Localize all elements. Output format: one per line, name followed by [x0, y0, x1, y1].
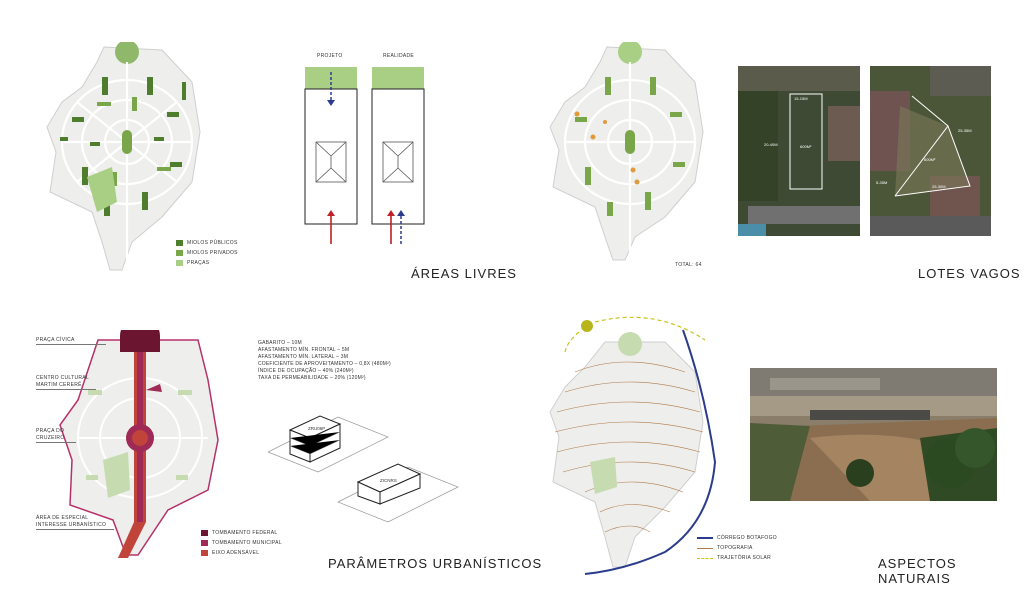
- callout-praca-civica: PRAÇA CÍVICA: [36, 337, 106, 345]
- legend-item: MIOLOS PÚBLICOS: [176, 238, 238, 248]
- legend-label: TRAJETÓRIA SOLAR: [717, 555, 771, 561]
- param-afastamento-lateral: AFASTAMENTO MÍN. LATERAL – 3M: [258, 354, 349, 360]
- legend-item: TOMBAMENTO FEDERAL: [201, 528, 282, 538]
- legend-label: TOPOGRAFIA: [717, 545, 753, 551]
- parametros-legend: TOMBAMENTO FEDERAL TOMBAMENTO MUNICIPAL …: [201, 528, 282, 558]
- legend-item: EIXO ADENSÁVEL: [201, 548, 282, 558]
- legend-label: MIOLOS PÚBLICOS: [187, 240, 238, 246]
- realidade-label: REALIDADE: [383, 53, 415, 59]
- legend-item: TRAJETÓRIA SOLAR: [697, 553, 777, 563]
- param-coeficiente: COEFICIENTE DE APROVEITAMENTO – 0,8X (48…: [258, 361, 391, 367]
- areas-livres-legend: MIOLOS PÚBLICOS MIOLOS PRIVADOS PRAÇAS: [176, 238, 238, 268]
- photo2-label-3: 25-30M: [932, 184, 946, 189]
- parametros-list: GABARITO – 10M AFASTAMENTO MÍN. FRONTAL …: [258, 340, 391, 382]
- legend-item: MIOLOS PRIVADOS: [176, 248, 238, 258]
- legend-item: TOMBAMENTO MUNICIPAL: [201, 538, 282, 548]
- legend-swatch: [201, 530, 208, 536]
- param-gabarito: GABARITO – 10M: [258, 340, 302, 346]
- legend-label: TOMBAMENTO MUNICIPAL: [212, 540, 282, 546]
- callout-praca-cruzeiro: PRAÇA DO CRUZEIRO: [36, 428, 76, 443]
- areas-livres-title: ÁREAS LIVRES: [411, 266, 517, 281]
- legend-label: TOMBAMENTO FEDERAL: [212, 530, 278, 536]
- legend-label: MIOLOS PRIVADOS: [187, 250, 238, 256]
- projeto-realidade-diagram: [300, 64, 440, 249]
- legend-item: CÓRREGO BOTAFOGO: [697, 533, 777, 543]
- param-afastamento-frontal: AFASTAMENTO MÍN. FRONTAL – 5M: [258, 347, 350, 353]
- vacant-lot-photo-2: 25-35M 600M² 5-35M 25-30M: [870, 66, 991, 236]
- photo1-label-area: 600M²: [800, 144, 812, 149]
- vacant-lot-photo-1: 15-15M 20-40M 600M²: [738, 66, 860, 236]
- box-label-1: ZRU06P: [308, 426, 325, 431]
- isometric-lots: ZRU06P ZICNRS: [268, 392, 468, 532]
- lotes-vagos-title: LOTES VAGOS: [918, 266, 1021, 281]
- photo1-label-width: 15-15M: [794, 96, 808, 101]
- lotes-vagos-map: [545, 42, 715, 262]
- legend-line-river: [697, 537, 713, 539]
- legend-label: CÓRREGO BOTAFOGO: [717, 535, 777, 541]
- photo2-label-area: 600M²: [924, 157, 936, 162]
- param-permeabilidade: TAXA DE PERMEABILIDADE – 20% (120M²): [258, 375, 366, 381]
- lotes-total: TOTAL: 64: [675, 262, 702, 268]
- legend-label: PRAÇAS: [187, 260, 210, 266]
- callout-area-especial: ÁREA DE ESPECIAL INTERESSE URBANÍSTICO: [36, 515, 114, 530]
- legend-item: PRAÇAS: [176, 258, 238, 268]
- param-ocupacao: ÍNDICE DE OCUPAÇÃO – 40% (240M²): [258, 368, 354, 374]
- legend-item: TOPOGRAFIA: [697, 543, 777, 553]
- areas-livres-map: [42, 42, 212, 272]
- legend-line-sun: [697, 557, 713, 559]
- parametros-map: [58, 330, 228, 560]
- flood-photo: [750, 368, 997, 501]
- aspectos-legend: CÓRREGO BOTAFOGO TOPOGRAFIA TRAJETÓRIA S…: [697, 533, 777, 563]
- callout-centro-cultural: CENTRO CULTURAL MARTIM CERERÊ: [36, 375, 96, 390]
- box-label-2: ZICNRS: [380, 478, 397, 483]
- legend-swatch: [176, 240, 183, 246]
- legend-line-topo: [697, 547, 713, 549]
- legend-swatch: [201, 540, 208, 546]
- projeto-label: PROJETO: [317, 53, 343, 59]
- photo2-label-1: 25-35M: [958, 128, 972, 133]
- aspectos-title: ASPECTOS NATURAIS: [878, 556, 957, 586]
- legend-swatch: [176, 250, 183, 256]
- legend-swatch: [201, 550, 208, 556]
- legend-swatch: [176, 260, 183, 266]
- photo1-label-depth: 20-40M: [764, 142, 778, 147]
- photo2-label-2: 5-35M: [876, 180, 887, 185]
- legend-label: EIXO ADENSÁVEL: [212, 550, 260, 556]
- parametros-title: PARÂMETROS URBANÍSTICOS: [328, 556, 543, 571]
- aspectos-map: [545, 312, 745, 577]
